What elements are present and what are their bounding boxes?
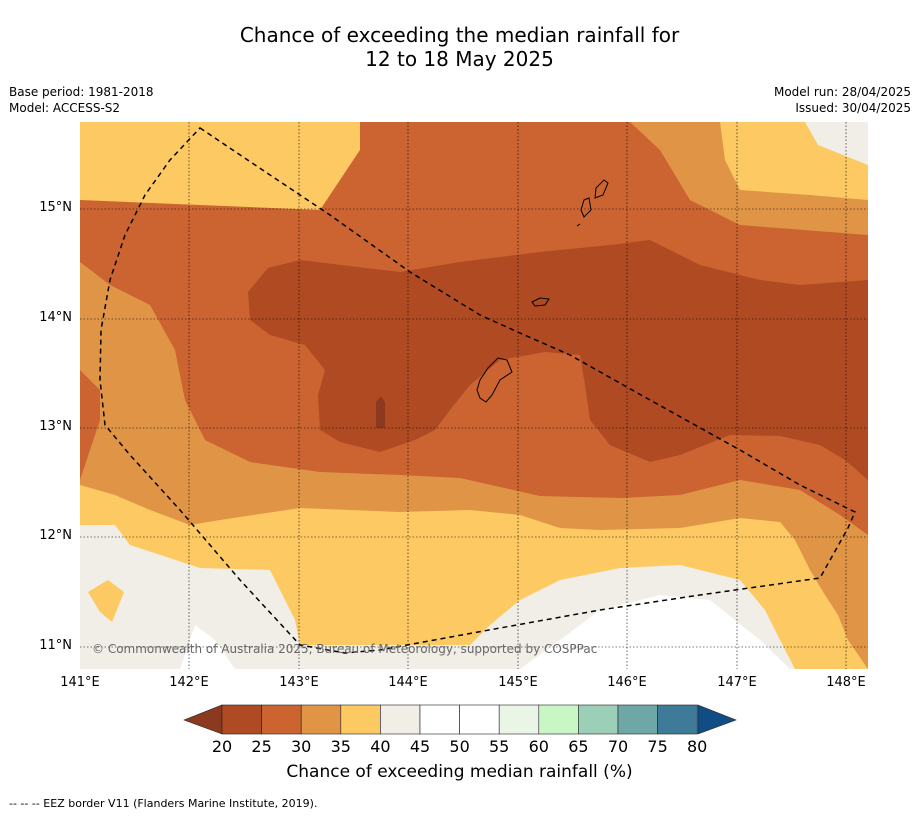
lon-label-142e: 142°E [169, 675, 209, 690]
colorbar-tick: 40 [370, 737, 391, 756]
colorbar-cell [221, 704, 262, 735]
colorbar-cell [657, 704, 698, 735]
colorbar-cell [498, 704, 540, 735]
lat-label-15n: 15°N [39, 200, 72, 215]
island-saipan [594, 179, 609, 199]
colorbar-tick: 60 [528, 737, 549, 756]
colorbar-cell [419, 704, 460, 735]
island-tinian [580, 197, 592, 218]
contour-45-55 [520, 595, 790, 669]
gridlines [80, 122, 868, 669]
colorbar-tick: 70 [607, 737, 629, 756]
island-guam [476, 357, 513, 403]
base-period: Base period: 1981-2018 [9, 85, 154, 99]
lat-label-11n: 11°N [39, 638, 72, 653]
island-rota [531, 297, 550, 307]
contour-20-25 [248, 240, 868, 480]
model-run: Model run: 28/04/2025 [773, 85, 911, 99]
colorbar-cells [221, 704, 698, 735]
colorbar-cell [300, 704, 342, 735]
colorbar-tick: 50 [449, 737, 470, 756]
meta-right: Model run: 28/04/2025 Issued: 30/04/2025 [774, 84, 911, 116]
contour-35-40-northwest [80, 122, 360, 212]
copyright-text: © Commonwealth of Australia 2025, Bureau… [92, 642, 597, 656]
contour-35-40-islet [88, 580, 124, 622]
colorbar-tick: 55 [489, 737, 510, 756]
colorbar-tick: 45 [409, 737, 431, 756]
colorbar-cell [340, 704, 381, 735]
colorbar-tick: 30 [291, 737, 312, 756]
colorbar-tick: 75 [647, 737, 668, 756]
colorbar-cell [380, 704, 421, 735]
lat-label-14n: 14°N [39, 310, 72, 325]
colorbar-cell [538, 704, 579, 735]
contour-25-30-west [80, 370, 100, 480]
colorbar [183, 704, 737, 735]
colorbar-tick: 65 [568, 737, 589, 756]
colorbar-tick: 35 [330, 737, 351, 756]
lon-label-147e: 147°E [717, 675, 757, 690]
colorbar-cell [459, 704, 500, 735]
colorbar-tick: 80 [687, 737, 708, 756]
lon-label-146e: 146°E [607, 675, 647, 690]
eez-footnote: -- -- -- EEZ border V11 (Flanders Marine… [9, 797, 318, 810]
colorbar-cell [261, 704, 302, 735]
colorbar-high-arrow [697, 704, 737, 735]
eez-border [99, 127, 856, 654]
lat-label-12n: 12°N [39, 528, 72, 543]
lon-label-143e: 143°E [279, 675, 319, 690]
meta-left: Base period: 1981-2018 Model: ACCESS-S2 [9, 84, 154, 116]
colorbar-tick: 25 [251, 737, 272, 756]
lon-label-144e: 144°E [388, 675, 428, 690]
map-title-line2: 12 to 18 May 2025 [365, 47, 554, 71]
lon-label-145e: 145°E [498, 675, 538, 690]
colorbar-tick: 20 [211, 737, 233, 756]
colorbar-low-arrow [183, 704, 223, 735]
rainfall-contours [80, 122, 868, 669]
lon-label-148e: 148°E [826, 675, 866, 690]
colorbar-label: Chance of exceeding median rainfall (%) [286, 762, 633, 782]
map-title-line1: Chance of exceeding the median rainfall … [239, 23, 680, 47]
model-name: Model: ACCESS-S2 [9, 101, 121, 115]
lon-label-141e: 141°E [60, 675, 100, 690]
colorbar-cell [578, 704, 619, 735]
island-aguijan [576, 223, 581, 227]
issued-date: Issued: 30/04/2025 [795, 101, 911, 115]
lat-label-13n: 13°N [39, 419, 72, 434]
colorbar-cell [617, 704, 658, 735]
contour-below-20 [376, 396, 385, 428]
